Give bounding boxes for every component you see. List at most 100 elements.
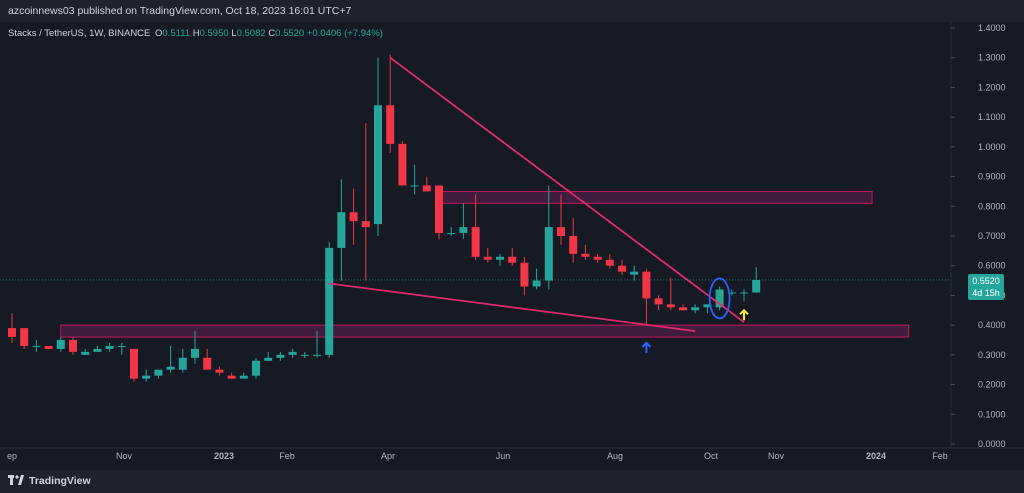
candle-body	[630, 271, 639, 275]
candle-body	[288, 351, 297, 355]
candle-body	[471, 227, 480, 257]
candle-body	[191, 348, 199, 358]
candle-body	[32, 345, 41, 347]
candle-body	[740, 292, 748, 294]
candle-body	[422, 185, 431, 192]
candle-body	[666, 304, 675, 308]
candle-body	[215, 369, 224, 373]
candle-body	[93, 348, 102, 352]
candle-body	[593, 256, 602, 260]
support-zone	[60, 324, 910, 338]
candle-body	[654, 298, 663, 305]
y-tick-label: 0.7000	[978, 231, 1006, 241]
x-tick-label: Nov	[116, 451, 133, 461]
publish-header: azcoinnews03 published on TradingView.co…	[0, 0, 1024, 22]
candle-body	[496, 256, 504, 260]
x-tick-label: ep	[7, 451, 17, 461]
candle-body	[337, 212, 346, 248]
open-value: 0.5111	[162, 28, 191, 39]
y-tick-label: 1.0000	[978, 142, 1006, 152]
highlight-circle	[708, 277, 731, 320]
candle-body	[532, 280, 541, 287]
candle-body	[203, 357, 212, 370]
candle-body	[605, 259, 614, 266]
candle-body	[569, 236, 578, 254]
candle-body	[544, 227, 553, 281]
candle-body	[130, 348, 138, 379]
candle-body	[69, 340, 77, 352]
footer-bar: TradingView	[0, 470, 1024, 493]
tradingview-logo[interactable]: TradingView	[8, 475, 91, 487]
candle-body	[178, 357, 187, 370]
y-tick-label: 1.1000	[978, 112, 1006, 122]
descending-trendline	[389, 56, 745, 323]
high-label: H	[192, 28, 200, 39]
candle-body	[618, 265, 626, 272]
candle-body	[154, 369, 163, 376]
change-value: +0.0406 (+7.94%)	[306, 28, 383, 39]
y-tick-label: 0.9000	[978, 172, 1006, 182]
y-tick-label: 0.8000	[978, 201, 1006, 211]
candle-body	[81, 351, 90, 355]
candle-body	[44, 345, 53, 349]
candle-body	[349, 212, 358, 222]
open-label: O	[155, 28, 163, 39]
candle-body	[117, 345, 126, 347]
candle-body	[313, 354, 321, 356]
x-tick-label: Feb	[932, 451, 948, 461]
high-value: 0.5950	[199, 28, 229, 39]
blue-arrow-icon	[641, 341, 652, 353]
candle-body	[520, 262, 529, 287]
y-tick-label: 0.4000	[978, 320, 1006, 330]
x-tick-label: Jun	[496, 451, 511, 461]
y-tick-label: 1.3000	[978, 53, 1006, 63]
candle-body	[483, 256, 492, 260]
resistance-zone	[438, 190, 873, 204]
candle-body	[325, 247, 334, 355]
y-tick-label: 0.0000	[978, 439, 1006, 449]
x-tick-label: Aug	[607, 451, 623, 461]
x-tick-label: Oct	[704, 451, 719, 461]
candle-body	[715, 289, 724, 308]
symbol-name: Stacks / TetherUS, 1W, BINANCE	[8, 28, 151, 39]
x-tick-label: Feb	[279, 451, 295, 461]
close-value: 0.5520	[275, 28, 305, 39]
y-tick-label: 0.2000	[978, 380, 1006, 390]
yellow-arrow-icon	[739, 308, 749, 321]
y-tick-label: 1.2000	[978, 82, 1006, 92]
candle-body	[508, 256, 517, 263]
candle-body	[410, 185, 419, 187]
low-label: L	[231, 28, 237, 39]
x-tick-label: Apr	[381, 451, 395, 461]
candle-body	[398, 143, 407, 186]
candle-body	[435, 185, 443, 234]
candle-body	[264, 357, 273, 361]
candle-body	[227, 375, 236, 379]
footer-brand: TradingView	[29, 475, 91, 487]
candle-body	[679, 307, 687, 311]
candle-body	[239, 375, 248, 379]
price-badge: 0.5520 4d 15h	[968, 274, 1004, 300]
x-tick-label: Nov	[768, 451, 785, 461]
candle-body	[691, 307, 700, 311]
candle-body	[386, 105, 395, 144]
candle-body	[142, 375, 151, 379]
candle-body	[642, 271, 651, 299]
lower-trendline	[329, 282, 696, 332]
candle-body	[447, 233, 456, 235]
candle-body	[752, 279, 761, 293]
candle-body	[703, 304, 712, 308]
candle-body	[459, 227, 468, 234]
candle-body	[276, 354, 285, 358]
candle-body	[374, 105, 382, 225]
candle-body	[300, 354, 309, 356]
bar-countdown-label: 4d 15h	[972, 288, 1000, 298]
current-price-label: 0.5520	[972, 276, 1000, 286]
candle-body	[166, 366, 175, 370]
price-chart[interactable]: 1.4000 1.3000 1.2000 1.1000 1.0000 0.9000 0.80…	[0, 22, 1024, 470]
y-tick-label: 1.4000	[978, 23, 1006, 33]
candle-body	[105, 345, 114, 349]
candle-body	[727, 292, 736, 294]
candle-body	[8, 328, 16, 338]
low-value: 0.5082	[236, 28, 266, 39]
